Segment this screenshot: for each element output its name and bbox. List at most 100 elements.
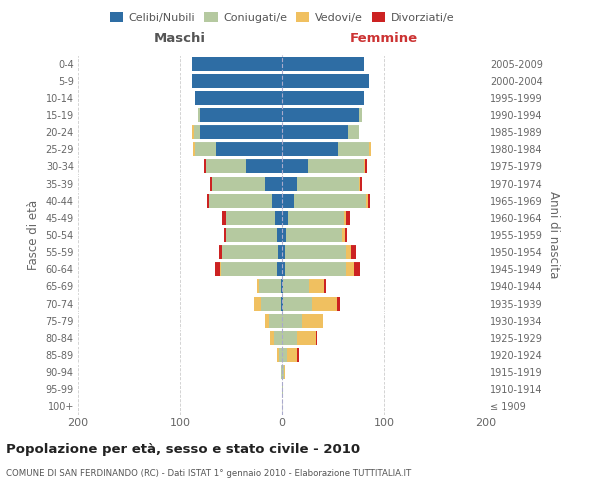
Bar [364,160,365,173]
Bar [283,296,311,310]
Bar [260,296,281,310]
Text: COMUNE DI SAN FERDINANDO (RC) - Dati ISTAT 1° gennaio 2010 - Elaborazione TUTTIT: COMUNE DI SAN FERDINANDO (RC) - Dati IST… [6,469,411,478]
Bar [200,125,282,139]
Bar [282,262,285,276]
Bar [286,228,342,242]
Bar [302,314,323,328]
Bar [288,211,344,225]
Bar [298,348,299,362]
Bar [277,228,282,242]
Bar [359,176,362,190]
Bar [294,194,365,207]
Bar [349,125,359,139]
Bar [282,211,288,225]
Bar [282,228,286,242]
Bar [226,211,275,225]
Bar [222,211,226,225]
Bar [215,262,220,276]
Bar [194,125,200,139]
Bar [342,228,345,242]
Bar [282,245,285,259]
Bar [346,211,350,225]
Bar [192,125,194,139]
Bar [369,142,371,156]
Bar [193,142,196,156]
Bar [206,194,209,207]
Bar [200,108,282,122]
Bar [282,56,364,70]
Bar [282,125,349,139]
Bar [281,280,282,293]
Bar [226,228,277,242]
Bar [282,296,283,310]
Bar [221,262,277,276]
Text: Popolazione per età, sesso e stato civile - 2010: Popolazione per età, sesso e stato civil… [6,442,360,456]
Bar [285,245,346,259]
Bar [324,280,326,293]
Bar [269,314,282,328]
Bar [344,211,346,225]
Bar [282,194,294,207]
Bar [311,296,337,310]
Bar [282,176,298,190]
Bar [265,314,269,328]
Bar [222,245,278,259]
Bar [282,160,308,173]
Legend: Celibi/Nubili, Coniugati/e, Vedovi/e, Divorziati/e: Celibi/Nubili, Coniugati/e, Vedovi/e, Di… [106,8,458,28]
Bar [287,348,298,362]
Bar [298,176,359,190]
Bar [220,262,221,276]
Bar [282,142,338,156]
Bar [281,296,282,310]
Text: Maschi: Maschi [154,32,206,44]
Bar [192,74,282,88]
Bar [279,348,282,362]
Bar [284,365,285,379]
Bar [338,142,369,156]
Bar [282,108,359,122]
Bar [282,331,298,345]
Bar [216,142,282,156]
Bar [247,160,282,173]
Bar [352,245,356,259]
Bar [282,280,283,293]
Bar [283,280,308,293]
Bar [205,160,206,173]
Bar [316,331,317,345]
Bar [274,331,282,345]
Bar [346,245,352,259]
Bar [196,142,216,156]
Bar [277,262,282,276]
Bar [224,228,226,242]
Bar [259,280,281,293]
Bar [368,194,370,207]
Bar [308,280,324,293]
Bar [209,176,212,190]
Bar [281,365,282,379]
Bar [285,262,346,276]
Bar [365,160,367,173]
Bar [337,296,340,310]
Bar [355,262,359,276]
Bar [206,160,247,173]
Bar [192,56,282,70]
Bar [270,331,274,345]
Y-axis label: Anni di nascita: Anni di nascita [547,192,560,278]
Bar [365,194,368,207]
Bar [257,280,259,293]
Bar [196,91,282,105]
Bar [282,365,284,379]
Bar [219,245,222,259]
Bar [282,382,283,396]
Bar [275,211,282,225]
Bar [272,194,282,207]
Bar [254,296,260,310]
Text: Femmine: Femmine [350,32,418,44]
Bar [345,228,347,242]
Bar [282,74,369,88]
Bar [282,314,302,328]
Bar [278,245,282,259]
Bar [209,194,272,207]
Bar [298,331,316,345]
Bar [359,108,362,122]
